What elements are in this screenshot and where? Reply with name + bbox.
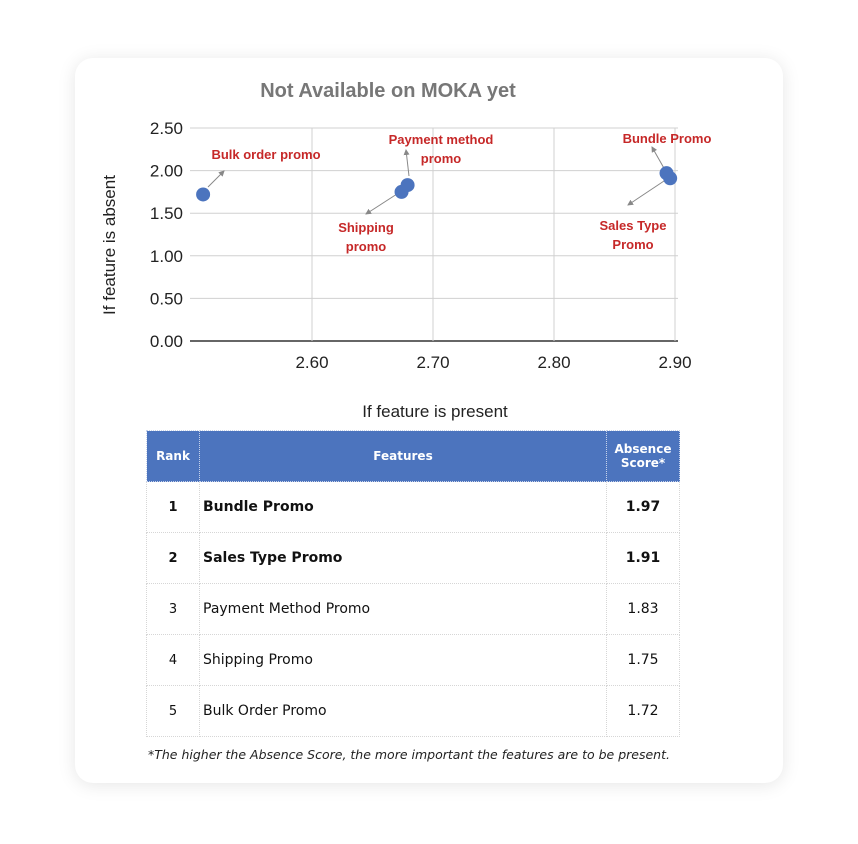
annotation-arrow (627, 180, 665, 206)
table-row: 3 Payment Method Promo 1.83 (146, 583, 680, 635)
header-score: Absence Score* (606, 430, 680, 482)
y-tick-label: 2.00 (150, 162, 183, 181)
header-rank: Rank (146, 430, 200, 482)
score-cell: 1.75 (606, 634, 680, 686)
y-tick-label: 0.00 (150, 332, 183, 351)
rank-cell: 5 (146, 685, 200, 737)
annotation-arrow (207, 170, 225, 188)
x-tick-label: 2.90 (658, 353, 691, 372)
table-row: 2 Sales Type Promo 1.91 (146, 532, 680, 584)
point-label: Shipping promo (338, 220, 394, 254)
score-cell: 1.83 (606, 583, 680, 635)
rank-cell: 3 (146, 583, 200, 635)
x-tick-label: 2.80 (537, 353, 570, 372)
feature-cell: Bundle Promo (199, 481, 607, 533)
table-row: 5 Bulk Order Promo 1.72 (146, 685, 680, 737)
data-point (400, 178, 415, 193)
y-axis-label: If feature is absent (100, 175, 119, 315)
rank-cell: 2 (146, 532, 200, 584)
y-tick-label: 2.50 (150, 119, 183, 138)
chart-title: Not Available on MOKA yet (260, 80, 516, 102)
absence-score-table: Rank Features Absence Score* 1 Bundle Pr… (146, 430, 680, 737)
footnote: *The higher the Absence Score, the more … (148, 747, 670, 762)
data-point (663, 171, 678, 186)
feature-cell: Shipping Promo (199, 634, 607, 686)
table-row: 4 Shipping Promo 1.75 (146, 634, 680, 686)
feature-cell: Bulk Order Promo (199, 685, 607, 737)
table-header-row: Rank Features Absence Score* (146, 430, 680, 482)
scatter-chart: Not Available on MOKA yet 0.00 0.50 1.00 1.… (150, 80, 712, 372)
header-features: Features (199, 430, 607, 482)
point-label: Payment method promo (389, 132, 494, 166)
annotation-arrow (403, 149, 410, 177)
y-tick-label: 1.00 (150, 247, 183, 266)
rank-cell: 4 (146, 634, 200, 686)
rank-cell: 1 (146, 481, 200, 533)
data-point (196, 187, 211, 202)
y-tick-label: 1.50 (150, 204, 183, 223)
point-label: Bulk order promo (211, 147, 320, 162)
x-tick-label: 2.70 (416, 353, 449, 372)
annotation-arrow (365, 193, 398, 215)
score-cell: 1.97 (606, 481, 680, 533)
feature-cell: Payment Method Promo (199, 583, 607, 635)
x-axis-label: If feature is present (362, 402, 508, 421)
y-tick-label: 0.50 (150, 289, 183, 308)
x-tick-label: 2.60 (295, 353, 328, 372)
score-cell: 1.72 (606, 685, 680, 737)
feature-cell: Sales Type Promo (199, 532, 607, 584)
table-row: 1 Bundle Promo 1.97 (146, 481, 680, 533)
score-cell: 1.91 (606, 532, 680, 584)
point-label: Bundle Promo (623, 131, 712, 146)
annotation-arrow (651, 146, 666, 171)
point-label: Sales Type Promo (600, 218, 667, 252)
